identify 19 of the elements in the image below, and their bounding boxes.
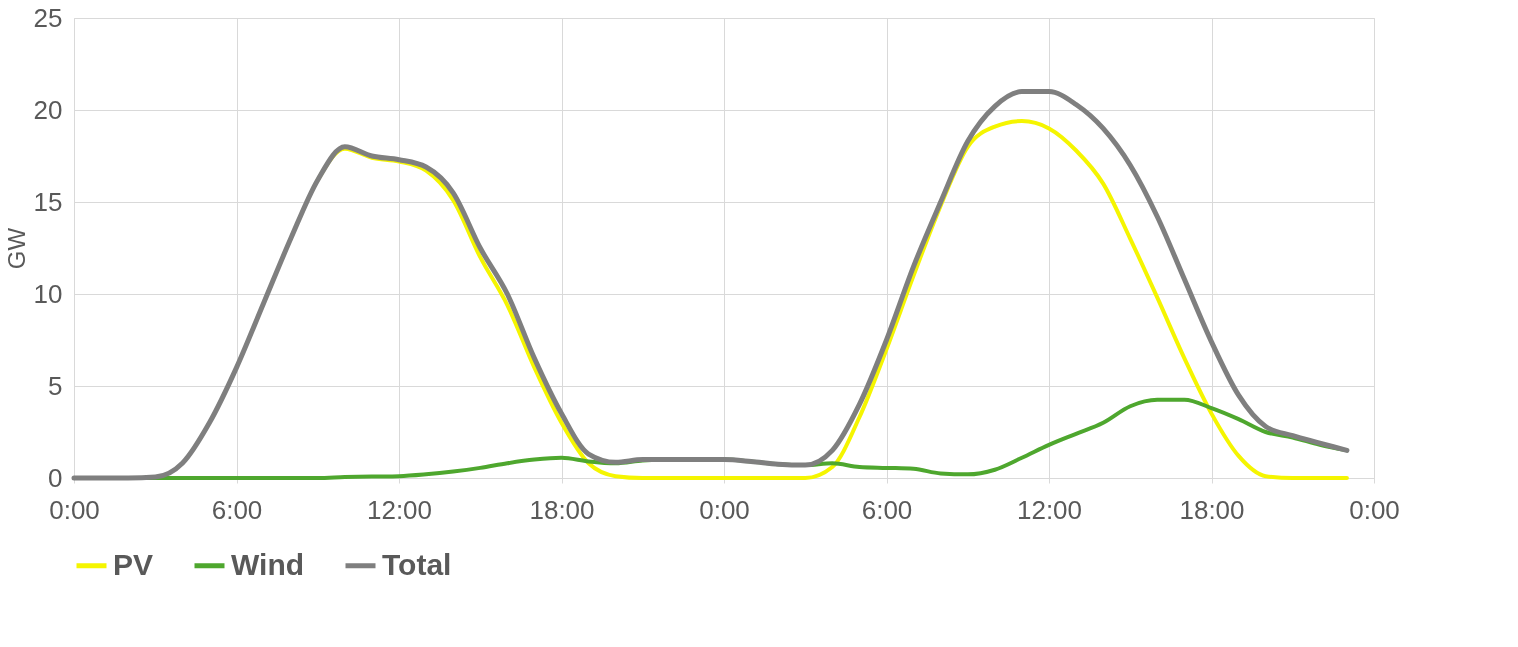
x-tick-label: 18:00 xyxy=(1179,494,1245,525)
x-tick-label: 6:00 xyxy=(861,494,913,525)
x-tick-label: 6:00 xyxy=(211,494,263,525)
legend-label: Wind xyxy=(231,547,305,581)
x-tick-label: 0:00 xyxy=(1349,494,1400,525)
x-tick-label: 0:00 xyxy=(49,494,100,525)
y-tick-label: 5 xyxy=(48,370,63,401)
y-tick-label: 25 xyxy=(33,2,63,33)
y-tick-label: 0 xyxy=(48,462,63,493)
x-tick-label: 12:00 xyxy=(366,494,433,525)
y-axis-title: GW xyxy=(2,227,30,270)
legend-label: Total xyxy=(382,547,452,581)
x-tick-label: 12:00 xyxy=(1016,494,1083,525)
x-tick-label: 0:00 xyxy=(699,494,750,525)
x-tick-label: 18:00 xyxy=(529,494,595,525)
y-tick-label: 10 xyxy=(33,278,63,309)
y-tick-label: 20 xyxy=(33,94,63,125)
y-tick-label: 15 xyxy=(33,186,63,217)
legend-label: PV xyxy=(113,547,154,581)
